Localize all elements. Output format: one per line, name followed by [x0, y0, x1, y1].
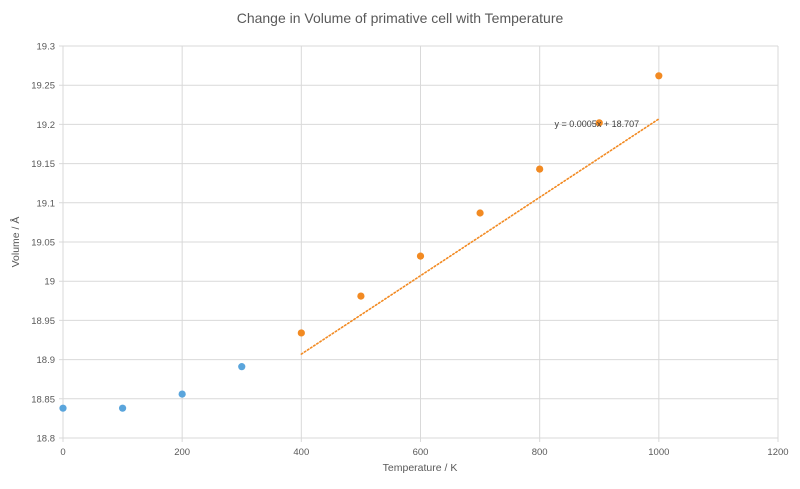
- y-tick-label: 18.8: [37, 434, 56, 445]
- trendline-equation: y = 0.0005x + 18.707: [555, 119, 640, 129]
- y-tick-label: 19.3: [37, 42, 56, 53]
- chart-title: Change in Volume of primative cell with …: [237, 10, 564, 26]
- y-tick-label: 19.1: [37, 198, 56, 209]
- x-tick-labels: 0 200 400 600 800 1000 1200: [60, 447, 788, 458]
- data-point: [118, 404, 127, 412]
- y-tick-label: 19.05: [31, 238, 55, 249]
- data-point: [297, 329, 305, 337]
- trendline-layer: [300, 118, 660, 355]
- x-tick-label: 1200: [767, 447, 788, 458]
- data-points: [59, 72, 663, 412]
- y-tick-label: 19.15: [31, 159, 55, 170]
- trendline: [300, 118, 660, 355]
- x-axis-label: Temperature / K: [383, 462, 458, 474]
- y-tick-label: 19.25: [31, 81, 55, 92]
- data-point: [416, 252, 425, 260]
- data-point: [357, 292, 365, 300]
- x-tick-label: 800: [532, 447, 548, 458]
- data-point: [476, 209, 484, 217]
- y-axis-label: Volume / Å: [9, 217, 22, 268]
- x-tick-label: 600: [413, 447, 429, 458]
- data-point: [178, 390, 186, 398]
- y-tick-labels: 18.8 18.85 18.9 18.95 19 19.05 19.1 19.15 19.2 19…: [31, 42, 55, 445]
- data-point: [655, 72, 663, 80]
- y-tick-label: 18.95: [31, 316, 55, 327]
- data-point: [59, 404, 67, 412]
- x-tick-label: 0: [60, 447, 65, 458]
- y-tick-label: 19.2: [37, 120, 56, 131]
- y-tick-label: 18.9: [37, 355, 56, 366]
- data-point: [536, 165, 544, 173]
- y-tick-label: 18.85: [31, 394, 55, 405]
- data-point: [238, 363, 246, 371]
- y-tick-label: 19: [44, 277, 55, 288]
- x-tick-label: 400: [293, 447, 309, 458]
- x-tick-label: 200: [174, 447, 190, 458]
- grid-lines: [59, 45, 779, 442]
- data-point: [595, 119, 603, 127]
- x-tick-label: 1000: [648, 447, 669, 458]
